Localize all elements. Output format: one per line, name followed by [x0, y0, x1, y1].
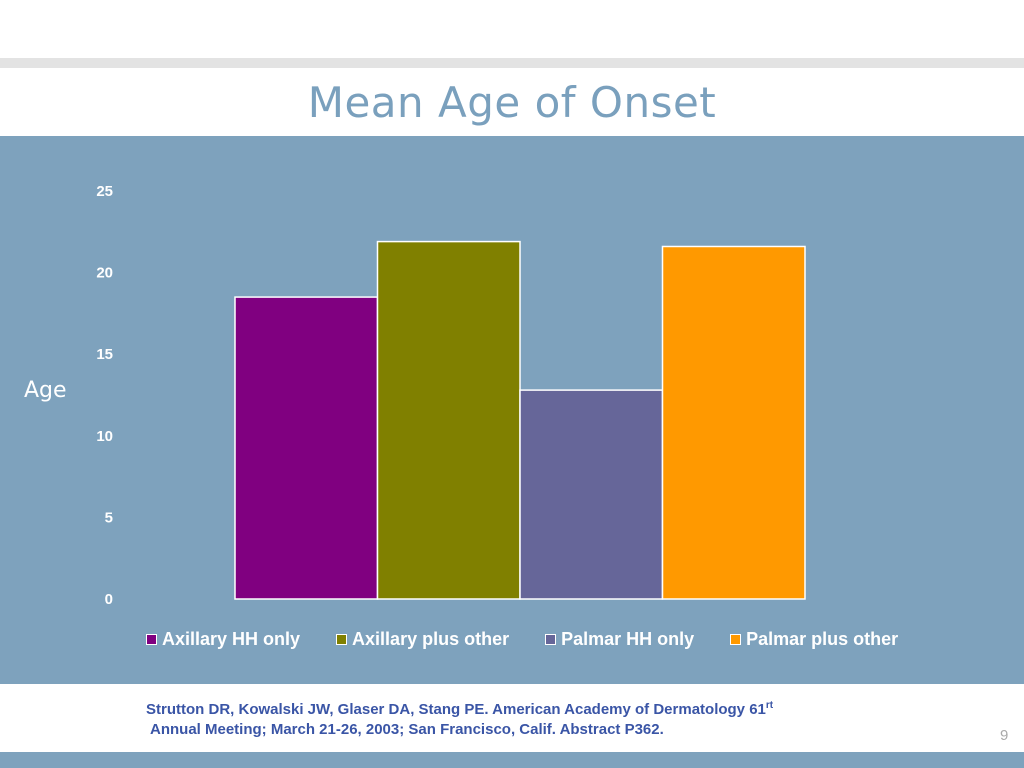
bar-palmar-hh-only: [519, 389, 664, 600]
legend-label: Axillary HH only: [162, 629, 301, 649]
citation: Strutton DR, Kowalski JW, Glaser DA, Sta…: [146, 696, 906, 740]
legend-label: Axillary plus other: [352, 629, 510, 649]
y-tick-label: 20: [96, 265, 113, 282]
y-axis-label: Age: [24, 378, 67, 403]
y-tick-label: 15: [96, 346, 113, 363]
chart-panel: 0 5 10 15 20 25 Age Axillary HH only Axillary …: [0, 136, 1024, 684]
bar-palmar-plus-other: [661, 245, 806, 600]
legend-item: Palmar HH only: [545, 629, 694, 650]
slide-title: Mean Age of Onset: [307, 78, 717, 127]
legend-swatch: [146, 634, 157, 645]
legend-item: Axillary HH only: [146, 629, 300, 650]
legend-label: Palmar HH only: [561, 629, 695, 649]
legend-item: Palmar plus other: [730, 629, 898, 650]
legend-swatch: [730, 634, 742, 645]
bar-axillary-hh-only: [234, 296, 379, 600]
bottom-band: [0, 752, 1024, 768]
y-tick-label: 10: [96, 428, 113, 445]
y-tick-label: 5: [105, 509, 113, 526]
y-tick-label: 25: [96, 183, 113, 200]
legend-item: Axillary plus other: [336, 629, 509, 650]
citation-line-1: Strutton DR, Kowalski JW, Glaser DA, Sta…: [146, 701, 766, 718]
page-number: 9: [1000, 727, 1009, 744]
bar-chart: 0 5 10 15 20 25: [96, 183, 806, 608]
legend-label: Palmar plus other: [746, 629, 899, 649]
top-divider: [0, 58, 1024, 68]
legend-swatch: [545, 634, 557, 645]
bar-axillary-plus-other: [376, 240, 521, 600]
y-tick-label: 0: [105, 591, 113, 608]
top-band: [0, 0, 1024, 58]
legend-swatch: [336, 634, 348, 645]
citation-superscript: rt: [765, 700, 774, 711]
citation-line-2: Annual Meeting; March 21-26, 2003; San F…: [150, 721, 664, 738]
chart-legend: Axillary HH only Axillary plus other Palma…: [146, 629, 898, 650]
